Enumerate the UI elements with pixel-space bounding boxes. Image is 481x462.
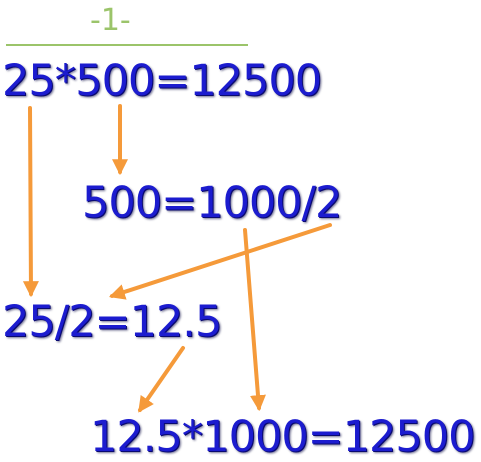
arrow-12-5-down [140,348,183,410]
arrow-1000-down [245,230,259,408]
arrow-25-down [30,108,31,294]
arrow-2-to-divisor [112,225,330,296]
